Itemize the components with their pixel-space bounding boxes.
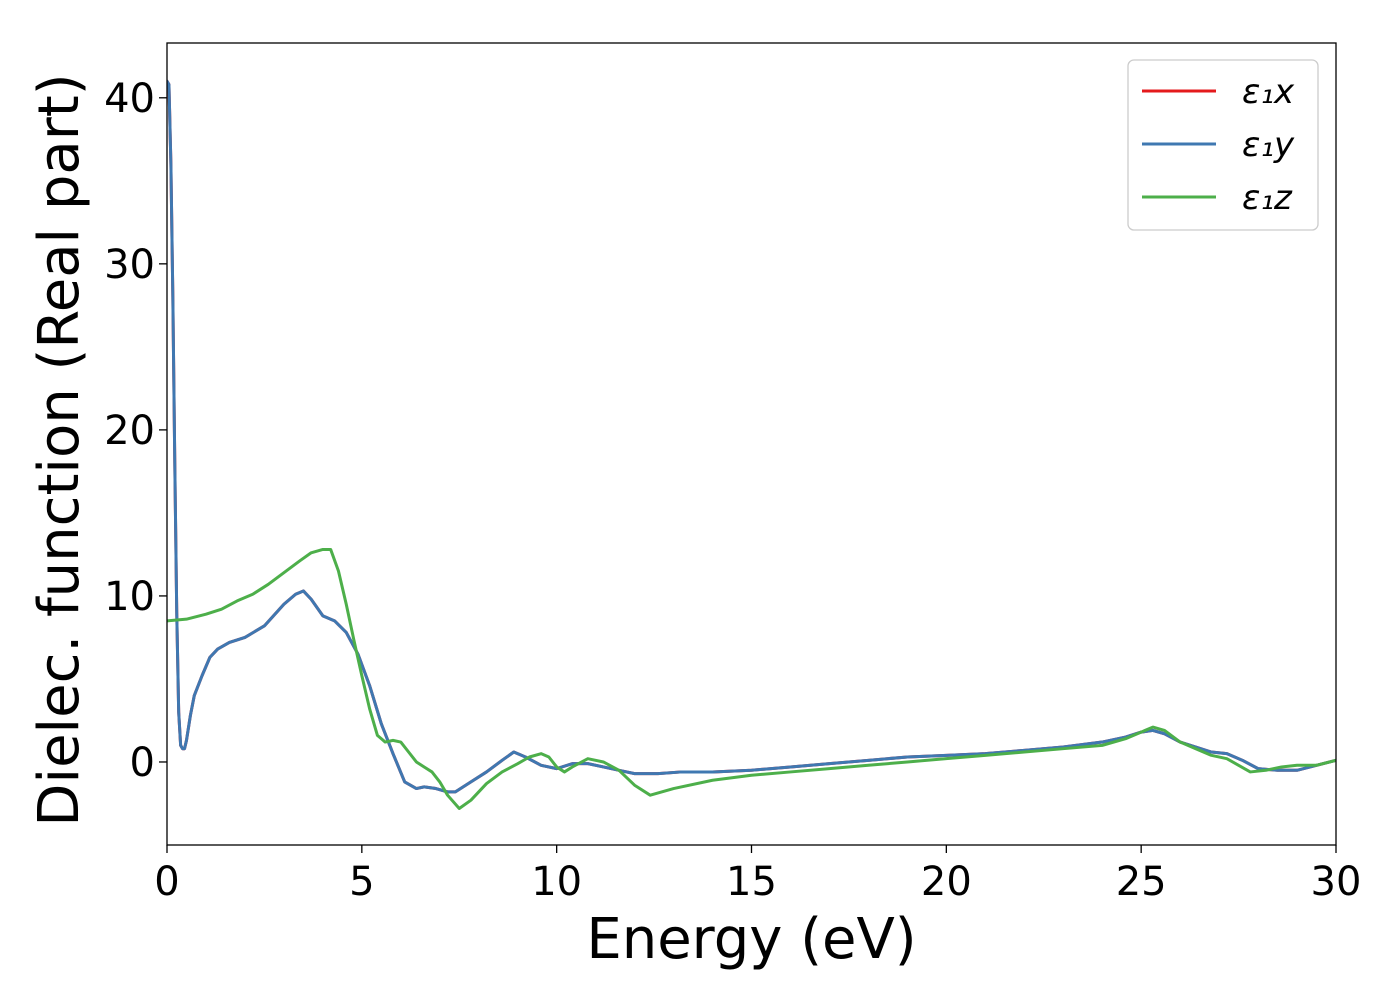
legend-label-1: ε₁x bbox=[1242, 72, 1295, 112]
legend-label-2: ε₁y bbox=[1242, 125, 1295, 165]
x-axis-label: Energy (eV) bbox=[586, 907, 916, 972]
y-tick-label: 30 bbox=[104, 242, 155, 288]
legend: ε₁x ε₁y ε₁z bbox=[1127, 59, 1319, 231]
legend-label-3: ε₁z bbox=[1242, 178, 1293, 218]
y-tick-label: 10 bbox=[104, 574, 155, 620]
x-tick-label: 20 bbox=[921, 859, 972, 905]
x-tick-label: 25 bbox=[1116, 859, 1167, 905]
y-tick-label: 0 bbox=[130, 740, 155, 786]
y-tick-label: 20 bbox=[104, 408, 155, 454]
series-line-3 bbox=[167, 547, 1336, 810]
x-tick-label: 30 bbox=[1311, 859, 1362, 905]
y-axis-label: Dielec. function (Real part) bbox=[27, 73, 92, 826]
legend-box bbox=[1127, 59, 1319, 231]
y-tick-label: 40 bbox=[104, 76, 155, 122]
x-tick-label: 15 bbox=[726, 859, 777, 905]
x-tick-label: 10 bbox=[531, 859, 582, 905]
x-tick-label: 5 bbox=[349, 859, 374, 905]
plot-area bbox=[167, 79, 1336, 810]
axes: 0 5 10 15 20 25 30 0 10 20 30 40 bbox=[104, 42, 1362, 905]
x-tick-label: 0 bbox=[154, 859, 179, 905]
